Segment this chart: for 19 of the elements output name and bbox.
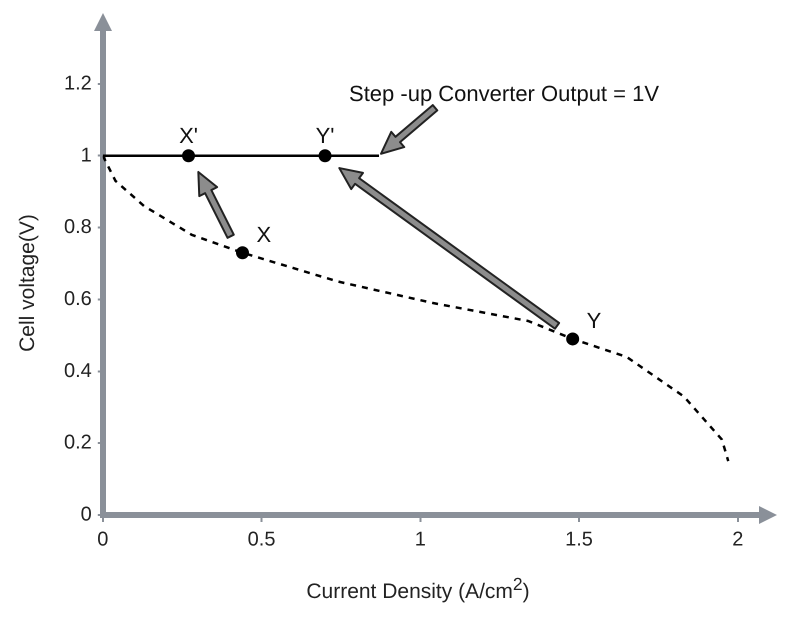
y-tick-label: 0.8: [64, 216, 92, 238]
annotation: Y: [586, 308, 602, 334]
x-tick-label: 0: [97, 528, 108, 551]
x-tick-label: 1: [414, 528, 426, 551]
y-tick-label: 0: [80, 504, 92, 526]
x-axis-title: Current Density (A/cm$^{2}$): [305, 574, 531, 604]
y-axis-title: Cell voltage(V): [16, 214, 40, 352]
y-tick-label: 0.6: [64, 288, 92, 310]
y-tick-label: 0.4: [64, 360, 92, 382]
annotation: Y': [316, 122, 334, 148]
annotation: X': [179, 122, 198, 148]
annotation: X: [256, 222, 272, 247]
x-tick-label: 2: [732, 528, 744, 551]
y-tick-label: 1: [80, 144, 92, 166]
y-tick-label: 0.2: [64, 432, 92, 454]
x-tick-label: 0.5: [248, 528, 276, 551]
x-tick-label: 1.5: [565, 528, 593, 551]
annotation: Step -up Converter Output = 1V: [349, 80, 660, 106]
y-tick-label: 1.2: [64, 72, 92, 94]
